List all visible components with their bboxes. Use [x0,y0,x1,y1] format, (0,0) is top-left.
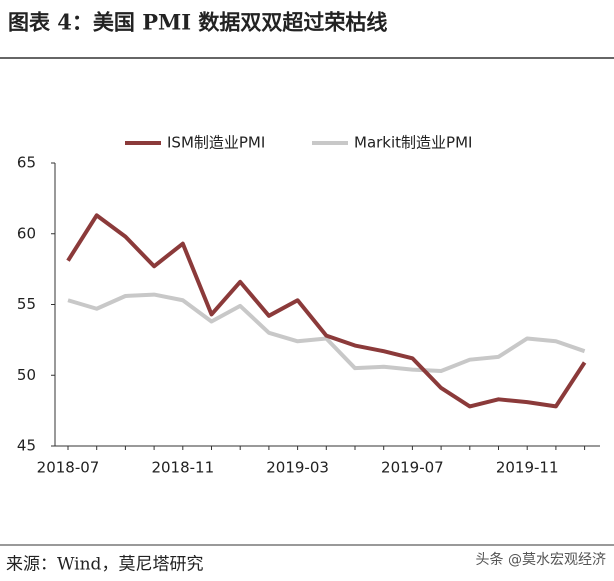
legend-label: Markit制造业PMI [354,134,472,152]
y-tick-label: 45 [17,437,36,455]
x-tick-label: 2019-11 [496,459,559,477]
y-tick-label: 50 [17,366,36,384]
watermark: 头条 @莫水宏观经济 [476,551,606,568]
chart-title: 图表 4：美国 PMI 数据双双超过荣枯线 [8,10,387,35]
source: 来源：Wind，莫尼塔研究 [6,555,203,575]
series-line [67,292,586,374]
series-line [66,213,587,409]
y-tick-label: 60 [17,224,36,242]
x-tick-label: 2019-07 [381,459,444,477]
legend-label: ISM制造业PMI [167,134,265,152]
y-tick-label: 65 [17,154,36,172]
x-tick-label: 2018-07 [37,459,100,477]
y-tick-label: 55 [17,295,36,313]
x-tick-label: 2019-03 [266,459,329,477]
x-tick-label: 2018-11 [151,459,214,477]
